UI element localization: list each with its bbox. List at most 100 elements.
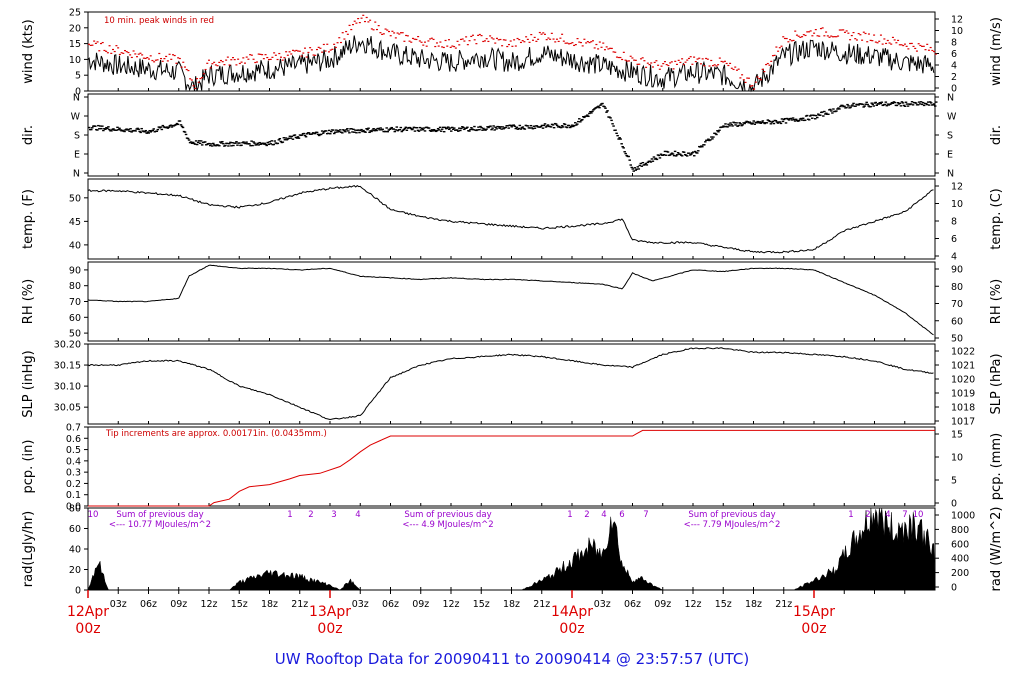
wind-peak-dot [367, 21, 370, 23]
wind-peak-dot [276, 58, 279, 61]
y-axis-label-right: SLP (hPa) [989, 353, 1004, 414]
y-tick-label-right: 5 [951, 476, 957, 487]
wind-direction-point [229, 141, 232, 144]
wind-direction-point [322, 131, 326, 133]
y-tick-label-right: 8 [951, 38, 957, 49]
wind-peak-dot [715, 65, 718, 67]
wind-direction-point [284, 137, 288, 139]
wind-peak-dot [394, 37, 397, 39]
wind-peak-dot [535, 40, 538, 42]
wind-direction-point [637, 168, 641, 170]
wind-peak-dot [720, 60, 723, 63]
wind-direction-point [759, 122, 763, 124]
wind-direction-point [751, 122, 754, 124]
wind-peak-dot [254, 61, 257, 64]
wind-direction-point [466, 126, 469, 128]
wind-direction-point [532, 125, 536, 127]
wind-direction-point [303, 134, 307, 137]
wind-peak-dot [117, 47, 120, 49]
wind-peak-dot [871, 40, 874, 42]
wind-direction-point [883, 103, 887, 106]
wind-peak-dot [758, 77, 761, 80]
wind-direction-point [129, 128, 132, 130]
wind-peak-dot [290, 53, 293, 55]
wind-peak-dot [686, 59, 689, 61]
y-tick-label: 0 [75, 87, 81, 98]
wind-direction-point [509, 124, 512, 127]
wind-peak-dot [717, 64, 720, 66]
wind-direction-point [302, 132, 306, 135]
wind-peak-dot [573, 44, 576, 47]
y-tick-label-right: 0 [951, 84, 957, 95]
wind-direction-point [255, 143, 258, 146]
wind-direction-point [167, 126, 171, 128]
wind-direction-point [520, 127, 524, 129]
wind-peak-dot [146, 56, 149, 59]
wind-direction-point [696, 152, 699, 154]
wind-direction-point [717, 131, 720, 133]
y-tick-label: 60 [69, 524, 81, 535]
wind-peak-dot [650, 62, 653, 64]
wind-direction-point [565, 126, 569, 129]
wind-direction-point [215, 144, 218, 147]
wind-peak-dot [706, 58, 709, 60]
wind-direction-point [417, 130, 421, 132]
wind-peak-dot [646, 62, 649, 64]
wind-peak-dot [105, 50, 108, 52]
wind-peak-dot [926, 43, 929, 45]
wind-peak-dot [187, 69, 190, 72]
wind-peak-dot [213, 61, 216, 63]
wind-direction-point [513, 125, 517, 127]
wind-direction-point [588, 112, 591, 115]
y-tick-label: 30.05 [54, 403, 81, 414]
wind-direction-point [403, 127, 407, 130]
wind-direction-point [127, 128, 130, 131]
wind-direction-point [136, 127, 139, 130]
wind-direction-point [569, 125, 573, 128]
wind-peak-dot [924, 49, 927, 51]
wind-direction-point [101, 125, 104, 127]
wind-direction-point [479, 125, 482, 128]
wind-direction-point [351, 131, 354, 133]
wind-peak-dot [727, 64, 730, 67]
panel-frame [87, 261, 936, 342]
wind-direction-point [909, 103, 913, 105]
wind-direction-point [282, 137, 286, 139]
wind-direction-point [926, 101, 930, 103]
wind-direction-point [412, 126, 416, 129]
wind-peak-dot [417, 35, 420, 38]
wind-direction-point [404, 126, 408, 128]
y-axis-label-right: temp. (C) [989, 188, 1004, 250]
wind-direction-point [482, 127, 485, 130]
wind-peak-dot [842, 29, 845, 31]
wind-peak-dot [624, 59, 627, 61]
wind-peak-dot [201, 76, 204, 79]
wind-peak-dot [687, 57, 690, 60]
x-hour-label: 15z [473, 599, 490, 610]
wind-direction-point [288, 135, 292, 137]
wind-peak-dot [357, 18, 360, 20]
y-tick-label-right: 60 [951, 316, 963, 327]
wind-direction-point [266, 141, 269, 144]
wind-peak-dot [921, 45, 924, 47]
wind-peak-dot [778, 47, 781, 49]
wind-direction-point [902, 104, 906, 107]
wind-direction-point [242, 141, 245, 143]
wind-direction-point [603, 105, 606, 108]
wind-peak-dot [206, 62, 209, 64]
wind-peak-dot [766, 62, 769, 65]
wind-direction-point [568, 126, 572, 129]
wind-direction-point [729, 122, 732, 124]
y-tick-label-right: E [947, 150, 953, 161]
wind-direction-point [352, 128, 355, 131]
wind-peak-dot [514, 45, 517, 47]
wind-direction-point [769, 123, 773, 125]
wind-peak-dot [806, 31, 809, 33]
wind-peak-dot [893, 39, 896, 41]
wind-direction-point [500, 128, 503, 130]
wind-peak-dot [648, 63, 651, 66]
panel-frame [87, 507, 936, 591]
wind-peak-dot [144, 57, 147, 60]
y-tick-label-right: 0 [951, 499, 957, 510]
wind-direction-point [624, 152, 627, 155]
